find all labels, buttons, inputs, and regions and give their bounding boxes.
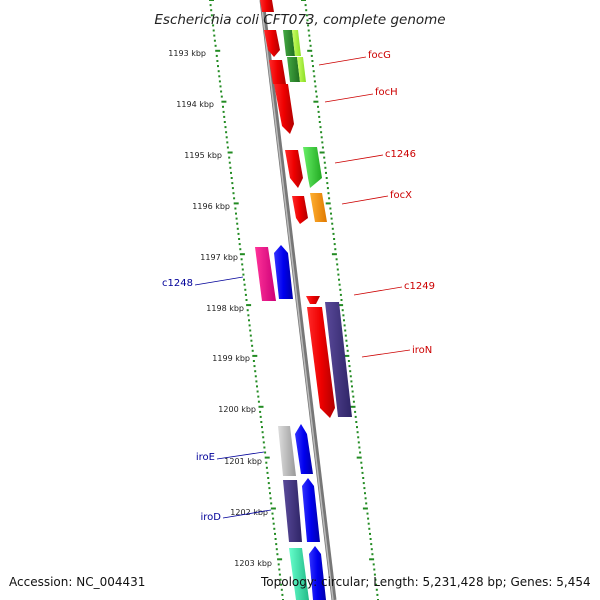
gene-arrow[interactable] (309, 546, 326, 600)
label-leader-line (334, 154, 384, 164)
gene-arrow[interactable] (269, 60, 286, 84)
gene-arrow[interactable] (295, 424, 313, 474)
gene-label-c1246[interactable]: c1246 (385, 149, 416, 160)
accession-text: Accession: NC_004431 (9, 575, 146, 589)
gene-arrow[interactable] (306, 296, 320, 304)
kbp-label: 1199 kbp (212, 354, 250, 363)
gene-arrow[interactable] (307, 307, 335, 418)
kbp-label: 1201 kbp (224, 457, 262, 466)
tick-rail-right (301, 0, 379, 600)
forward-gene-labels: focG focH c1246 focX c1249 iroN (318, 50, 435, 358)
gene-arrow[interactable] (303, 147, 322, 188)
gene-arrow[interactable] (297, 57, 306, 82)
gene-arrow[interactable] (260, 0, 274, 12)
kbp-label: 1198 kbp (206, 304, 244, 313)
label-leader-line (318, 56, 367, 66)
gene-arrow[interactable] (285, 150, 303, 188)
gene-arrow[interactable] (292, 30, 301, 56)
label-leader-line (222, 509, 272, 519)
label-leader-line (353, 286, 403, 296)
gene-label-c1249[interactable]: c1249 (404, 281, 435, 292)
genes-reverse (255, 245, 326, 600)
kbp-label: 1202 kbp (230, 508, 268, 517)
gene-arrow[interactable] (264, 30, 280, 57)
label-leader-line (216, 451, 265, 460)
genome-backbone (259, 0, 337, 600)
gene-label-c1248[interactable]: c1248 (162, 278, 193, 289)
gene-arrow[interactable] (255, 247, 276, 301)
label-leader-line (341, 195, 389, 205)
label-leader-line (324, 93, 374, 103)
kbp-label: 1193 kbp (168, 49, 206, 58)
reverse-gene-labels: c1248 iroE iroD (162, 276, 272, 523)
gene-arrow[interactable] (274, 245, 293, 299)
gene-label-focX[interactable]: focX (390, 190, 412, 201)
genome-summary-text: Topology: circular; Length: 5,231,428 bp… (261, 575, 591, 589)
gene-arrow[interactable] (325, 302, 352, 417)
genes-forward (260, 0, 352, 418)
kbp-label: 1194 kbp (176, 100, 214, 109)
genome-backbone-highlight (260, 0, 334, 600)
label-leader-line (194, 276, 244, 286)
gene-arrow[interactable] (302, 478, 320, 542)
gene-label-focH[interactable]: focH (375, 87, 398, 98)
gene-arrow[interactable] (283, 30, 295, 56)
gene-arrow[interactable] (274, 84, 294, 134)
gene-arrow[interactable] (310, 193, 327, 222)
map-title: Escherichia coli CFT073, complete genome (154, 12, 445, 28)
gene-arrow[interactable] (283, 480, 302, 542)
gene-label-iroD[interactable]: iroD (201, 512, 222, 523)
gene-arrow[interactable] (292, 196, 308, 224)
kbp-label: 1195 kbp (184, 151, 222, 160)
tick-rail-left (209, 0, 284, 600)
gene-label-iroN[interactable]: iroN (412, 345, 432, 356)
gene-arrow[interactable] (287, 57, 300, 82)
kbp-labels: 1193 kbp 1194 kbp 1195 kbp 1196 kbp 1197… (168, 49, 272, 568)
kbp-label: 1200 kbp (218, 405, 256, 414)
gene-label-focG[interactable]: focG (368, 50, 391, 61)
gene-arrow[interactable] (278, 426, 296, 476)
label-leader-line (361, 349, 411, 358)
gene-label-iroE[interactable]: iroE (196, 452, 215, 463)
kbp-label: 1197 kbp (200, 253, 238, 262)
kbp-label: 1203 kbp (234, 559, 272, 568)
kbp-label: 1196 kbp (192, 202, 230, 211)
gene-arrow[interactable] (289, 548, 309, 600)
